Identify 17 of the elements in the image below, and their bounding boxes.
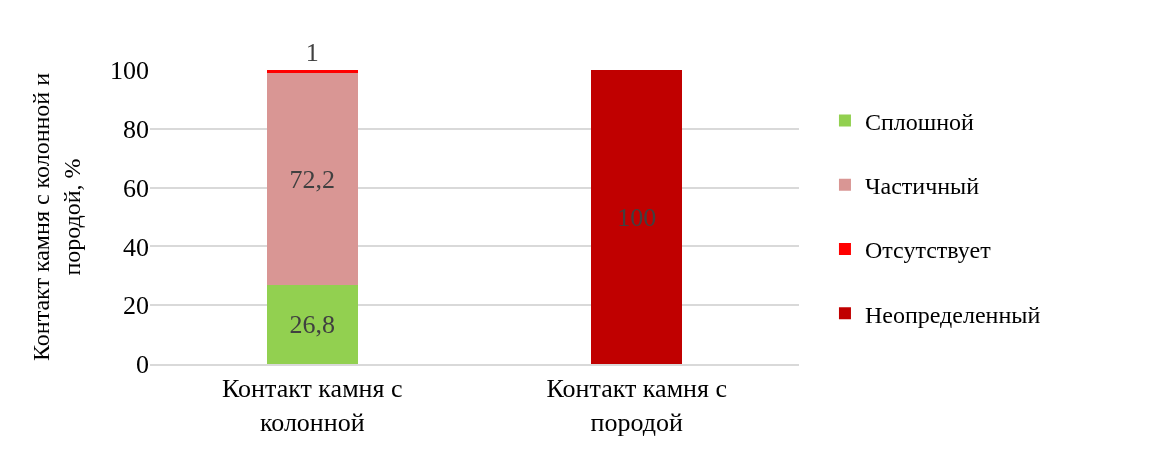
y-tick-label: 0	[136, 350, 149, 380]
y-tick-label: 60	[123, 173, 149, 203]
y-tick-label: 80	[123, 114, 149, 144]
data-label: 72,2	[289, 164, 335, 194]
x-tick-label: Контакт камня с породой	[546, 374, 727, 437]
y-tick-label: 100	[110, 56, 149, 86]
data-label: 1	[305, 38, 319, 67]
data-label: 26,8	[289, 310, 335, 340]
y-tick-label: 40	[123, 232, 149, 262]
legend-label: Сплошной	[864, 108, 975, 135]
y-tick-label: 20	[123, 291, 149, 321]
data-label: 100	[617, 202, 657, 232]
legend-label: Частичный	[864, 173, 980, 200]
legend-label: Неопределенный	[864, 301, 1041, 328]
y-axis-title: Контакт камня с колонной и породой, %	[27, 72, 86, 362]
legend-label: Отсутствует	[864, 237, 992, 264]
x-tick-label: Контакт камня с колонной	[222, 374, 403, 437]
